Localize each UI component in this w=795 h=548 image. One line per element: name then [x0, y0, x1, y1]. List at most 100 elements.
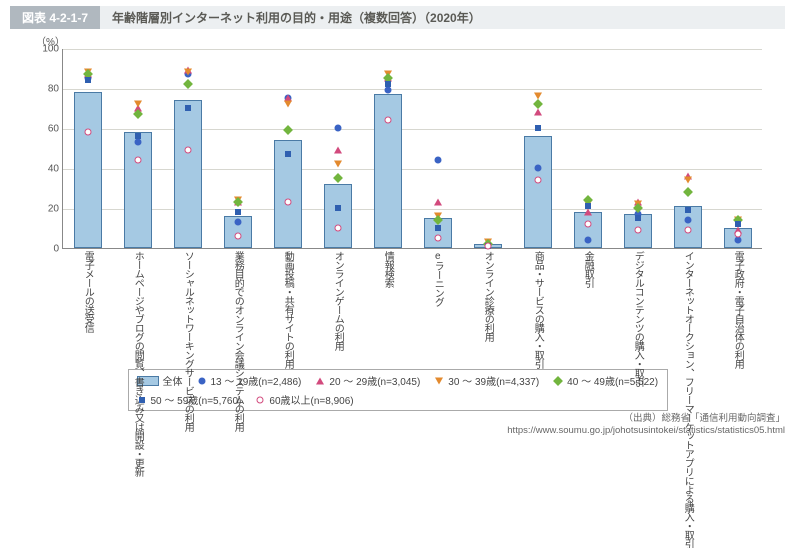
data-marker [235, 233, 242, 240]
data-marker [335, 225, 342, 232]
data-marker [285, 151, 291, 157]
bar [524, 136, 552, 248]
data-marker [385, 117, 392, 124]
data-marker [685, 217, 692, 224]
source-citation: （出典）総務省「通信利用動向調査」 https://www.soumu.go.j… [10, 413, 785, 438]
y-tick-label: 100 [29, 44, 59, 55]
data-marker [285, 199, 292, 206]
legend-item: 60歳以上(n=8,906) [255, 392, 353, 407]
gridline [63, 209, 762, 210]
x-tick-label: 金融取引 [582, 251, 593, 287]
x-tick-label: 電子メールの送受信 [82, 251, 93, 332]
legend-marker [137, 395, 147, 405]
data-marker [283, 125, 293, 135]
legend-item: 13 ～ 19歳(n=2,486) [197, 373, 302, 388]
data-marker [334, 161, 342, 168]
data-marker [535, 177, 542, 184]
y-tick-label: 40 [29, 164, 59, 175]
data-marker [435, 157, 442, 164]
data-marker [135, 133, 141, 139]
legend-marker [434, 376, 444, 386]
data-marker [185, 105, 191, 111]
x-tick-label: オンラインゲームの利用 [332, 251, 343, 350]
legend-label: 40 ～ 49歳(n=5,522) [567, 373, 658, 388]
data-marker [685, 227, 692, 234]
x-tick-label: ホームページやブログの閲覧、書き込み又は開設・更新 [132, 251, 143, 476]
legend-marker [553, 376, 563, 386]
data-marker [385, 87, 392, 94]
data-marker [333, 173, 343, 183]
legend-label: 13 ～ 19歳(n=2,486) [211, 373, 302, 388]
data-marker [185, 147, 192, 154]
x-tick-label: 情報検索 [382, 251, 393, 287]
data-marker [535, 165, 542, 172]
y-tick-label: 60 [29, 124, 59, 135]
legend-label: 60歳以上(n=8,906) [269, 392, 353, 407]
data-marker [434, 199, 442, 206]
data-marker [335, 205, 341, 211]
data-marker [134, 101, 142, 108]
data-marker [139, 397, 145, 403]
data-marker [635, 215, 641, 221]
legend-marker [315, 376, 325, 386]
plot-region: 020406080100 [62, 49, 762, 249]
data-marker [85, 77, 91, 83]
data-marker [85, 129, 92, 136]
source-line2: https://www.soumu.go.jp/johotsusintokei/… [10, 425, 785, 437]
data-marker [535, 125, 541, 131]
data-marker [135, 157, 142, 164]
y-tick-label: 0 [29, 244, 59, 255]
data-marker [735, 237, 742, 244]
data-marker [683, 187, 693, 197]
bar [124, 132, 152, 248]
x-tick-label: オンライン診療の利用 [482, 251, 493, 341]
gridline [63, 169, 762, 170]
data-marker [198, 377, 205, 384]
y-tick-label: 80 [29, 84, 59, 95]
data-marker [235, 219, 242, 226]
data-marker [635, 227, 642, 234]
legend-marker [197, 376, 207, 386]
figure-header: 図表 4-2-1-7 年齢階層別インターネット利用の目的・用途（複数回答）（20… [10, 6, 785, 29]
legend-marker [255, 395, 265, 405]
data-marker [135, 139, 142, 146]
data-marker [235, 209, 241, 215]
data-marker [685, 207, 691, 213]
legend-label: 30 ～ 39歳(n=4,337) [448, 373, 539, 388]
data-marker [735, 231, 742, 238]
x-tick-label: 商品・サービスの購入・取引 [532, 251, 543, 368]
data-marker [385, 81, 391, 87]
data-marker [284, 101, 292, 108]
figure-number-badge: 図表 4-2-1-7 [10, 6, 100, 29]
data-marker [485, 243, 492, 250]
legend-item: 30 ～ 39歳(n=4,337) [434, 373, 539, 388]
x-tick-label: ソーシャルネットワーキングサービスの利用 [182, 251, 193, 431]
data-marker [435, 377, 443, 384]
data-marker [435, 235, 442, 242]
data-marker [585, 221, 592, 228]
x-tick-label: 業務目的でのオンライン会議システムの利用 [232, 251, 243, 431]
figure-title: 年齢階層別インターネット利用の目的・用途（複数回答）（2020年） [100, 6, 785, 29]
data-marker [334, 147, 342, 154]
x-tick-label: 電子政府・電子自治体の利用 [732, 251, 743, 368]
x-tick-label: デジタルコンテンツの購入・取引 [632, 251, 643, 386]
data-marker [533, 99, 543, 109]
y-tick-label: 20 [29, 204, 59, 215]
data-marker [534, 109, 542, 116]
data-marker [585, 237, 592, 244]
data-marker [184, 69, 192, 76]
legend: 全体13 ～ 19歳(n=2,486)20 ～ 29歳(n=3,045)30 ～… [128, 369, 668, 411]
source-line1: （出典）総務省「通信利用動向調査」 [10, 413, 785, 425]
gridline [63, 49, 762, 50]
data-marker [585, 203, 591, 209]
chart-area: （%） 020406080100 電子メールの送受信ホームページやブログの閲覧、… [16, 35, 776, 365]
legend-label: 50 ～ 59歳(n=5,760) [151, 392, 242, 407]
x-tick-label: インターネットオークション、フリーマーケットアプリによる購入・取引 [682, 251, 693, 548]
data-marker [735, 221, 741, 227]
x-tick-label: eラーニング [432, 251, 443, 306]
data-marker [553, 376, 563, 386]
gridline [63, 129, 762, 130]
data-marker [316, 377, 324, 384]
data-marker [435, 225, 441, 231]
gridline [63, 89, 762, 90]
